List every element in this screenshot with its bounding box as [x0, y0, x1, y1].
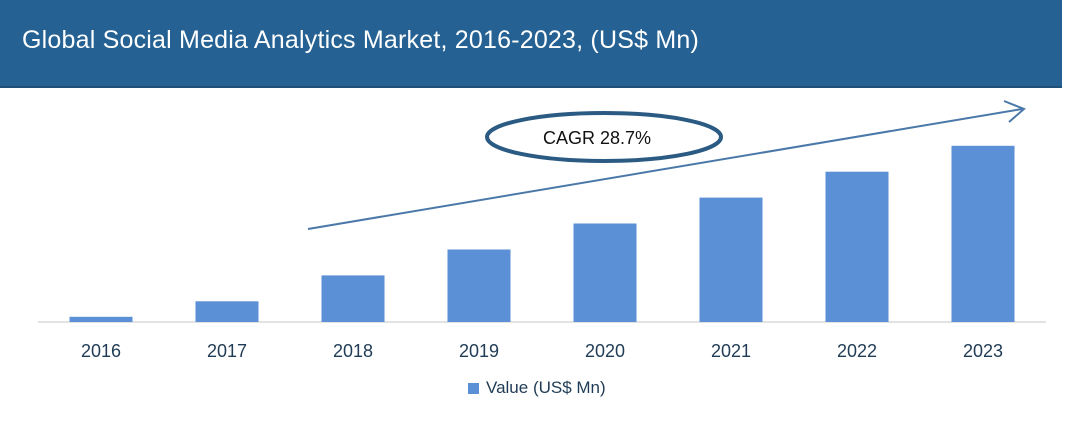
x-tick-label-2022: 2022: [837, 341, 877, 361]
x-tick-label-2023: 2023: [963, 341, 1003, 361]
legend: Value (US$ Mn): [468, 378, 606, 398]
x-tick-label-2021: 2021: [711, 341, 751, 361]
bar-2019: [447, 249, 511, 322]
cagr-ellipse: [485, 111, 723, 163]
cagr-label: CAGR 28.7%: [543, 128, 651, 148]
x-tick-labels: 2016 2017 2018 2019 2020 2021 2022 2023: [81, 341, 1003, 361]
x-tick-label-2020: 2020: [585, 341, 625, 361]
bar-2023: [951, 145, 1015, 322]
x-tick-label-2018: 2018: [333, 341, 373, 361]
legend-swatch: [468, 382, 479, 394]
bar-2018: [321, 275, 385, 322]
chart-header: Global Social Media Analytics Market, 20…: [0, 0, 1062, 88]
bar-2021: [699, 197, 763, 322]
bar-2022: [825, 171, 889, 322]
bar-group: [69, 145, 1015, 322]
x-tick-label-2016: 2016: [81, 341, 121, 361]
x-tick-label-2019: 2019: [459, 341, 499, 361]
bar-2016: [69, 316, 133, 322]
chart-title: Global Social Media Analytics Market, 20…: [22, 26, 699, 54]
trend-arrow-head: [1003, 100, 1026, 123]
legend-label: Value (US$ Mn): [486, 378, 606, 397]
bar-2020: [573, 223, 637, 322]
trend-arrow-line: [307, 108, 1023, 230]
x-tick-label-2017: 2017: [207, 341, 247, 361]
bar-2017: [195, 301, 259, 322]
